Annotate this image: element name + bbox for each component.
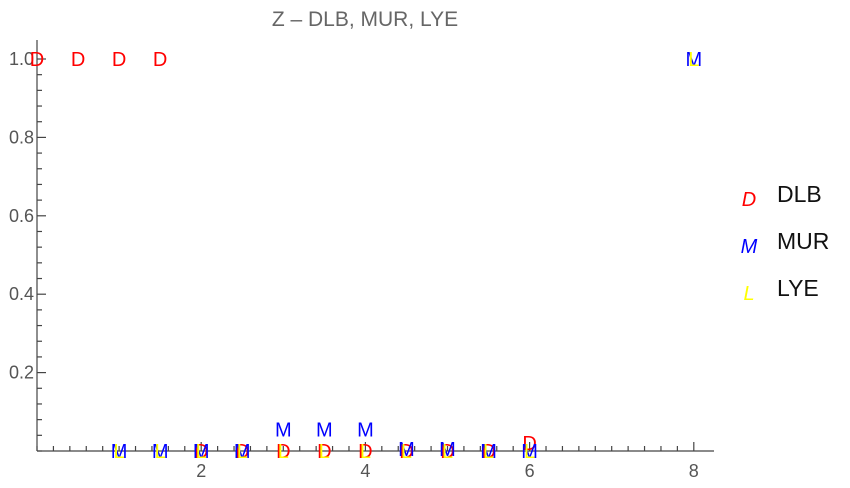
y-tick-label: 0.8: [9, 127, 34, 147]
data-point-dlb: D: [235, 441, 249, 463]
data-point-mur: M: [275, 419, 292, 441]
data-point-lye: L: [278, 441, 289, 463]
series-dlb: D D D D D D D D D D D D D: [30, 49, 537, 463]
data-point-dlb: D: [481, 441, 495, 463]
data-point-mur: M: [521, 441, 538, 463]
data-point-lye: L: [196, 441, 207, 463]
y-tick-label: 0.2: [9, 363, 34, 383]
y-tick-label: 1.0: [9, 49, 34, 69]
data-point-dlb: D: [194, 441, 208, 463]
legend-label-lye: LYE: [777, 275, 819, 301]
y-tick-label: 0.4: [9, 284, 34, 304]
data-point-mur: M: [111, 441, 128, 463]
y-tick-label: 0.6: [9, 206, 34, 226]
data-point-mur: M: [316, 419, 333, 441]
data-point-mur: M: [234, 441, 251, 463]
data-point-lye: L: [360, 441, 371, 463]
x-tick-label: 6: [525, 461, 535, 481]
data-point-dlb: D: [153, 49, 167, 71]
x-tick-label: 8: [689, 461, 699, 481]
data-point-dlb: D: [71, 49, 85, 71]
data-point-dlb: D: [112, 49, 126, 71]
data-point-lye: L: [401, 441, 412, 463]
axes: 2 4 6 8 0.2 0.4 0.6 0.8 1.0: [9, 40, 714, 481]
data-point-lye: L: [688, 49, 699, 71]
x-tick-label: 2: [196, 461, 206, 481]
data-point-lye: L: [114, 441, 125, 463]
data-point-mur: M: [398, 439, 415, 461]
chart-title: Z – DLB, MUR, LYE: [272, 8, 458, 31]
data-point-lye: L: [319, 441, 330, 463]
legend: D DLB M MUR L LYE: [741, 181, 830, 305]
data-point-dlb: D: [276, 441, 290, 463]
data-point-mur: M: [357, 419, 374, 441]
data-point-dlb: D: [358, 441, 372, 463]
data-point-dlb: D: [317, 441, 331, 463]
data-point-lye: L: [155, 441, 166, 463]
data-point-mur: M: [480, 441, 497, 463]
legend-marker-lye: L: [743, 283, 754, 305]
data-point-mur: M: [439, 439, 456, 461]
data-point-lye: L: [483, 441, 494, 463]
data-point-dlb: D: [522, 433, 536, 455]
data-point-mur: M: [685, 49, 702, 71]
data-point-lye: L: [237, 441, 248, 463]
legend-marker-dlb: D: [742, 189, 756, 211]
data-point-mur: M: [193, 441, 210, 463]
legend-label-dlb: DLB: [777, 181, 822, 207]
data-point-mur: M: [152, 441, 169, 463]
data-point-dlb: D: [440, 441, 454, 463]
x-tick-label: 4: [360, 461, 370, 481]
legend-marker-mur: M: [741, 236, 758, 258]
data-point-lye: L: [442, 441, 453, 463]
data-point-dlb: D: [399, 441, 413, 463]
plot-area: D D D DD D D D D D D D DM M M MM M MM M M MML L L L L L L L L L LL: [30, 49, 702, 463]
data-point-lye: L: [524, 441, 535, 463]
legend-label-mur: MUR: [777, 228, 829, 254]
data-point-dlb: D: [30, 49, 44, 71]
series-lye: L L L L L L L L L L L L: [114, 49, 700, 463]
series-mur: M M M M M M M M M M M M: [111, 49, 702, 463]
